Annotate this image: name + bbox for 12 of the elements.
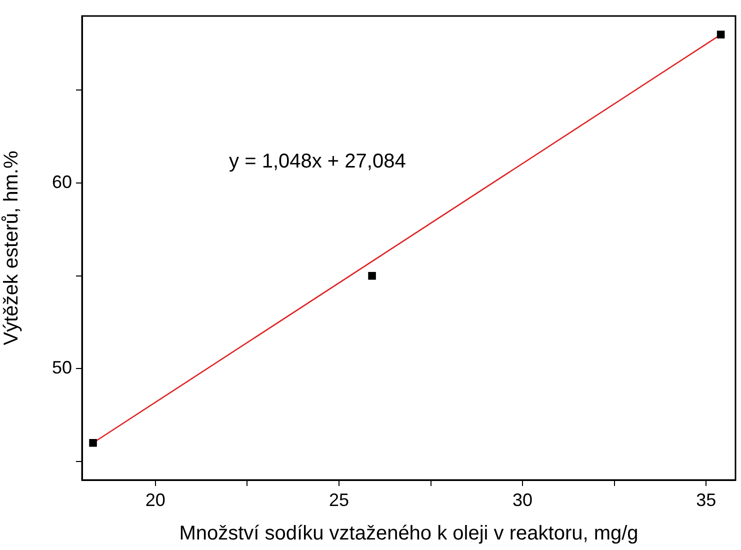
y-tick-label: 50 [52,358,72,378]
point [89,438,97,447]
x-tick-label: 20 [145,490,166,510]
x-axis-title: Množství sodíku vztaženého k oleji v reaktoru, mg/g [179,522,638,545]
y-tick-label: 60 [52,172,72,192]
x-tick-label: 35 [696,490,716,510]
x-tick-label: 25 [328,490,350,510]
x-tick-label: 30 [512,490,533,510]
point [368,272,376,280]
annotation: y = 1,048x + 27,084 [229,150,406,173]
point [716,30,725,38]
y-axis-title: Výtěžek esterů, hm.% [0,150,23,346]
